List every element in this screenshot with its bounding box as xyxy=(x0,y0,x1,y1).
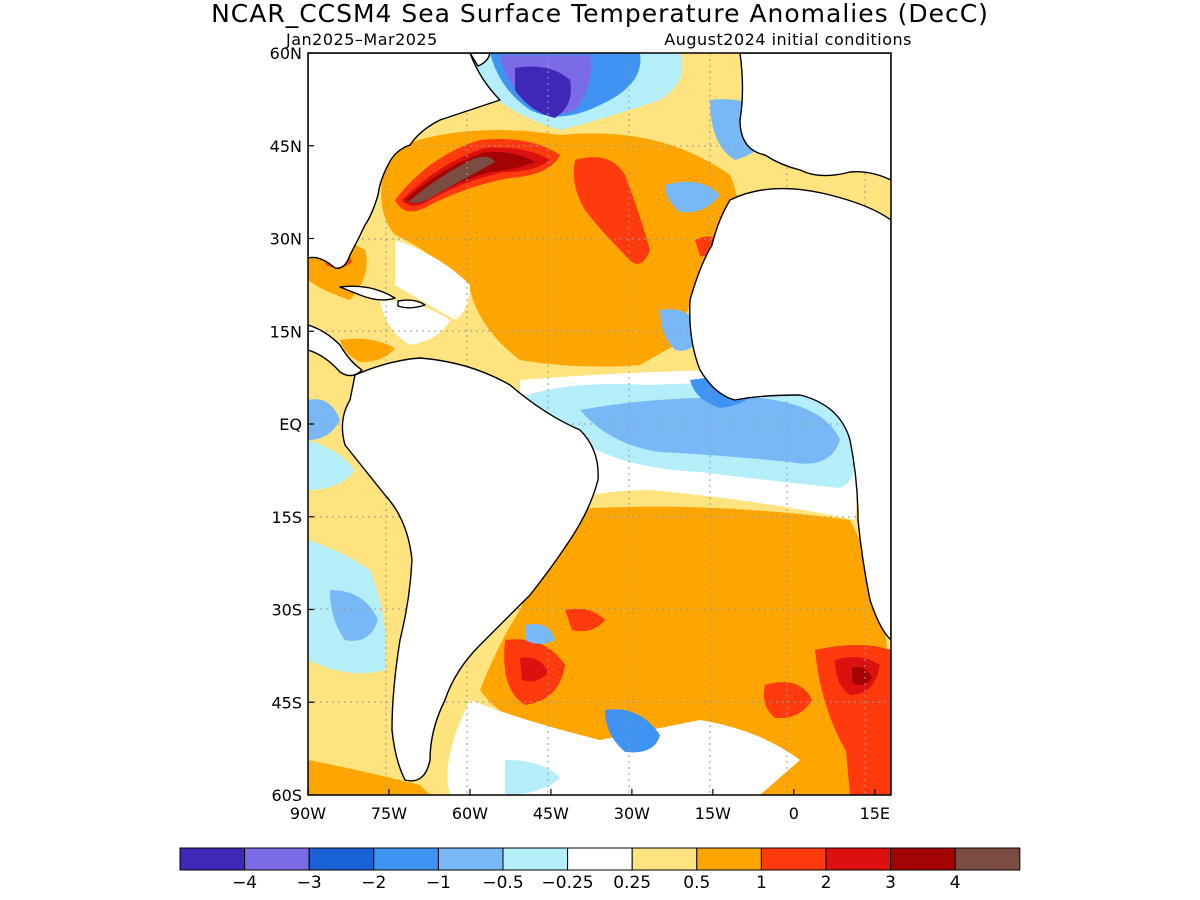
anomaly-neutral-caribbean xyxy=(380,300,450,345)
colorbar-swatch xyxy=(760,847,827,871)
colorbar-swatch xyxy=(825,847,892,871)
colorbar-swatch xyxy=(179,847,246,871)
lon-tick-label: 0 xyxy=(789,804,799,823)
central-america-land xyxy=(308,324,363,377)
anomaly-cool-equatorial-medium xyxy=(580,397,840,464)
sst-anomaly-field xyxy=(308,53,891,795)
colorbar-tick-label: 4 xyxy=(950,873,961,893)
anomaly-core-argentine-basin-3 xyxy=(520,657,548,682)
colorbar-swatch xyxy=(567,847,633,871)
anomaly-region-south-atlantic-warm xyxy=(480,506,891,795)
longitude-axis: 90W 75W 60W 45W 30W 15W 0 15E xyxy=(290,789,890,823)
forecast-period-subtitle: Jan2025–Mar2025 xyxy=(285,30,438,49)
lat-tick-label: 30S xyxy=(271,601,302,620)
anomaly-cool-south-atlantic-light xyxy=(505,760,560,795)
colorbar-tick-label: 0.5 xyxy=(683,873,710,893)
anomaly-core-far-southeast-red xyxy=(845,738,891,795)
map-title: NCAR_CCSM4 Sea Surface Temperature Anoma… xyxy=(211,0,989,28)
colorbar-swatch xyxy=(890,847,956,871)
colorbar-swatch xyxy=(373,847,439,871)
colorbar: −4 −3 −2 −1 −0.5 −0.25 0.25 0.5 1 2 3 4 xyxy=(179,847,1021,893)
lat-tick-label: 45S xyxy=(271,693,302,712)
colorbar-tick-label: 2 xyxy=(821,873,832,893)
lat-tick-label: 30N xyxy=(270,230,302,249)
lon-tick-label: 60W xyxy=(452,804,488,823)
anomaly-core-south-central-red xyxy=(763,682,812,719)
colorbar-swatch xyxy=(244,847,310,871)
anomaly-cool-pacific-band xyxy=(308,440,355,490)
lat-tick-label: 15N xyxy=(270,322,302,341)
colorbar-swatch xyxy=(954,847,1021,871)
anomaly-core-gulf-stream-max xyxy=(408,156,495,203)
colorbar-tick-label: 3 xyxy=(885,873,896,893)
anomaly-region-caribbean-warm xyxy=(340,338,395,362)
colorbar-tick-label: 1 xyxy=(756,873,767,893)
anomaly-cool-south-atlantic-blob xyxy=(605,709,660,753)
lat-tick-label: 60S xyxy=(271,786,302,805)
lat-tick-label: 45N xyxy=(270,137,302,156)
lon-tick-label: 30W xyxy=(614,804,650,823)
land-masses xyxy=(308,53,891,782)
colorbar-tick-label: −0.25 xyxy=(542,873,594,893)
anomaly-core-benguela-4 xyxy=(852,667,872,686)
anomaly-cool-labrador-max xyxy=(515,66,571,118)
lon-tick-label: 15E xyxy=(860,804,890,823)
colorbar-tick-label: 0.25 xyxy=(613,873,651,893)
africa-land xyxy=(689,187,891,641)
colorbar-tick-label: −0.5 xyxy=(482,873,523,893)
anomaly-cool-pacific-equatorial xyxy=(308,399,340,440)
lat-tick-label: EQ xyxy=(279,415,302,434)
europe-land xyxy=(739,53,891,181)
colorbar-tick-label: −2 xyxy=(361,873,386,893)
colorbar-swatch xyxy=(696,847,762,871)
anomaly-core-midatlantic-red xyxy=(573,157,650,264)
lon-tick-label: 75W xyxy=(371,804,407,823)
cuba-land xyxy=(339,285,396,301)
anomaly-cool-azores xyxy=(665,181,720,213)
lat-tick-label: 60N xyxy=(270,44,302,63)
initial-conditions-subtitle: August2024 initial conditions xyxy=(664,30,912,49)
lon-tick-label: 90W xyxy=(290,804,326,823)
colorbar-tick-label: −1 xyxy=(426,873,451,893)
north-america-land xyxy=(308,53,501,269)
hispaniola-land xyxy=(397,299,426,309)
colorbar-swatch xyxy=(502,847,569,871)
latitude-axis: 60N 45N 30N 15N EQ 15S 30S 45S 60S xyxy=(270,44,314,805)
anomaly-core-south-atlantic-red xyxy=(565,608,605,632)
anomaly-region-north-atlantic-warm xyxy=(381,130,738,367)
colorbar-swatch xyxy=(631,847,698,871)
colorbar-tick-label: −4 xyxy=(232,873,257,893)
colorbar-tick-label: −3 xyxy=(297,873,322,893)
colorbar-swatch xyxy=(308,847,375,871)
anomaly-region-southeast-pacific-warm xyxy=(308,760,430,795)
lon-tick-label: 15W xyxy=(695,804,731,823)
anomaly-cool-southwest-medium xyxy=(330,590,378,641)
colorbar-swatch xyxy=(437,847,504,871)
anomaly-neutral-subtropical-band xyxy=(395,240,470,320)
map-panel xyxy=(308,53,891,795)
south-america-land xyxy=(341,357,599,782)
lon-tick-label: 45W xyxy=(533,804,569,823)
lat-tick-label: 15S xyxy=(271,508,302,527)
